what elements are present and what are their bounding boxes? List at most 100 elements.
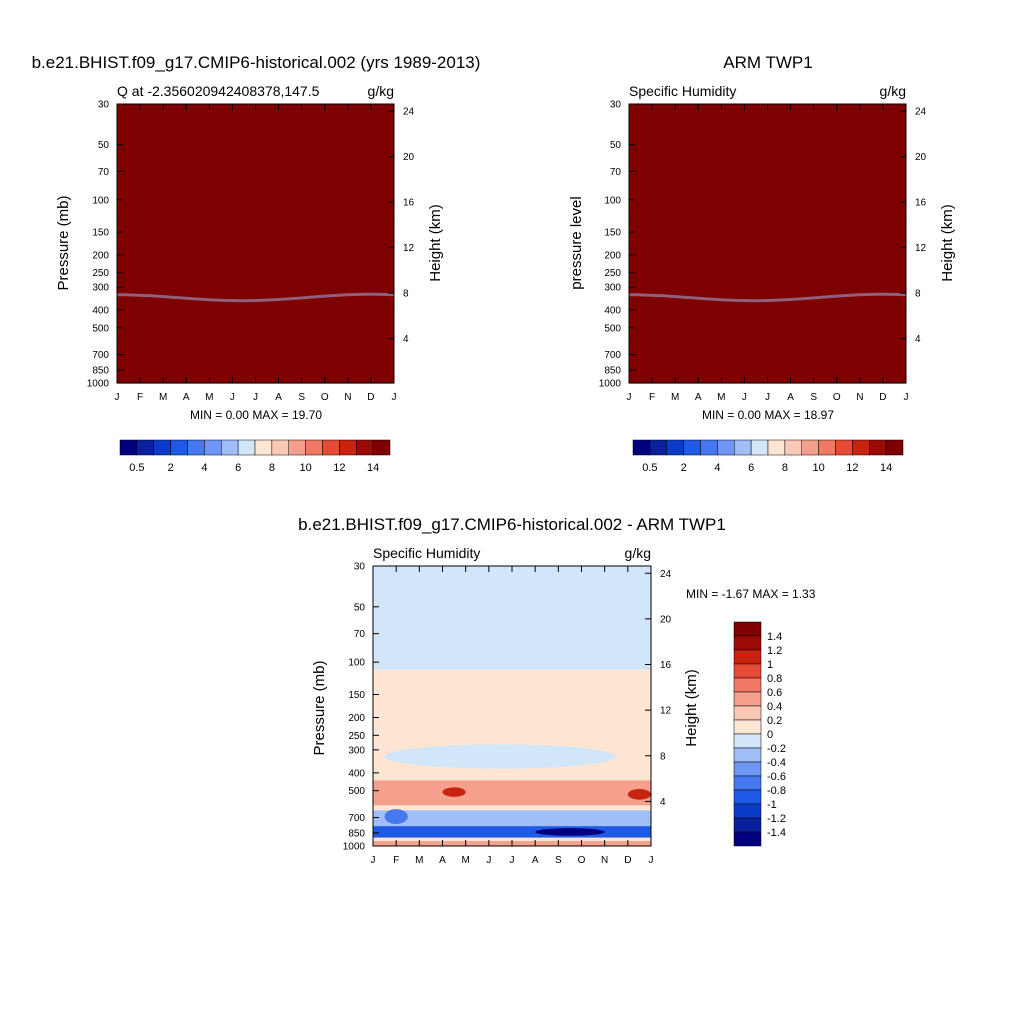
panel-diff-month-label: A [439, 855, 446, 866]
panel-obs-month-label: F [649, 392, 655, 403]
panel-obs-contour-band [629, 172, 906, 175]
panel-model-contour-band [117, 200, 394, 203]
panel-obs-contour-band [629, 187, 906, 190]
panel-model-pressure-label: 50 [98, 140, 110, 151]
panel-model-contour-band [117, 248, 394, 251]
panel-model-contour-band [117, 317, 394, 319]
panel-model-pressure-label: 400 [92, 306, 109, 317]
panel-obs-contour-band [629, 239, 906, 242]
panel-model-pressure-label: 300 [92, 283, 109, 294]
panel-obs-contour-band [629, 375, 906, 378]
panel-model-colorbar-box [221, 439, 239, 456]
panel-obs-contour-band [629, 287, 906, 290]
panel-obs-contour-band [629, 144, 906, 147]
panel-model-contour-band [117, 120, 394, 123]
panel-model-height-label: 12 [403, 243, 415, 254]
panel-diff-colorbar-label: -0.2 [767, 743, 786, 755]
panel-model-contour-band [117, 282, 394, 285]
panel-model-contour-band [117, 351, 394, 354]
panel-obs-contour-band [629, 230, 906, 233]
panel-model-contour-band [117, 185, 394, 188]
panel-obs-contour-band [629, 111, 906, 114]
panel-model-contour-band [117, 169, 394, 172]
panel-obs-contour-band [629, 358, 906, 361]
panel-model-contour-band [117, 202, 394, 205]
panel-obs-colorbar-box [885, 439, 904, 456]
panel-obs-contour-band [629, 270, 906, 272]
panel-model-contour-band [117, 289, 394, 292]
panel-obs-contour-band [629, 253, 906, 256]
panel-obs-contour-band [629, 301, 906, 304]
panel-obs-contour-band [629, 356, 906, 359]
panel-model-contour-band [117, 332, 394, 335]
panel-model-contour-band [117, 136, 394, 139]
panel-obs-contour-band [629, 153, 906, 156]
panel-model-contour-band [117, 328, 394, 331]
panel-obs-contour-band [629, 315, 906, 318]
panel-model-contour-band [117, 112, 394, 115]
panel-obs-contour-band [629, 367, 906, 370]
panel-obs-contour-band [629, 185, 906, 188]
panel-diff-colorbar-label: -0.8 [767, 785, 786, 797]
panel-model-contour-band [117, 139, 394, 142]
panel-diff-contour-region [373, 780, 651, 806]
panel-model-contour-band [117, 291, 394, 294]
panel-diff-ylabel-right: Height (km) [683, 669, 700, 747]
panel-model-contour-band [117, 353, 394, 356]
panel-model-colorbar-box [170, 439, 188, 456]
panel-diff-month-label: F [393, 855, 399, 866]
panel-model-contour-band [117, 235, 394, 238]
panel-model-contour-band [117, 287, 394, 290]
panel-model-height-label: 4 [403, 334, 409, 345]
panel-obs-contour-band [629, 365, 906, 368]
panel-model-contour-band [117, 374, 394, 376]
panel-obs-contour-band [629, 215, 906, 218]
panel-model-height-label: 20 [403, 152, 415, 163]
panel-obs-contour-band [629, 338, 906, 341]
panel-model-contour-band [117, 251, 394, 253]
panel-model-contour-band [117, 339, 394, 342]
panel-obs-contour-band [629, 244, 906, 247]
panel-model-contour-band [117, 150, 394, 153]
panel-diff-height-label: 12 [660, 706, 672, 717]
panel-obs-contour-band [629, 109, 906, 111]
panel-model-contour-band [117, 301, 394, 304]
panel-diff-colorbar-label: 0.4 [767, 701, 782, 713]
panel-model-contour-band [117, 270, 394, 272]
panel-model-contour-band [117, 171, 394, 174]
panel-diff-colorbar-box [733, 691, 762, 707]
panel-model-contour-band [117, 346, 394, 349]
panel-obs-contour-band [629, 267, 906, 270]
panel-diff-month-label: J [649, 855, 654, 866]
panel-obs-contour-band [629, 186, 906, 189]
panel-obs-contour-band [629, 254, 906, 257]
panel-obs-contour-band [629, 268, 906, 271]
panel-model-contour-band [117, 350, 394, 352]
panel-model-contour-band [117, 158, 394, 161]
panel-obs-contour-band [629, 219, 906, 222]
panel-obs-contour-band [629, 145, 906, 148]
panel-model-contour-band [117, 318, 394, 321]
panel-model-pressure-label: 100 [92, 195, 109, 206]
panel-obs-contour-band [629, 209, 906, 212]
panel-model-pressure-label: 1000 [87, 379, 110, 390]
panel-obs-contour-band [629, 150, 906, 153]
panel-obs-height-label: 24 [915, 107, 927, 118]
panel-obs-contour-band [629, 119, 906, 122]
panel-model-contour-band [117, 304, 394, 307]
panel-model-colorbar-box [305, 439, 323, 456]
panel-model-contour-band [117, 343, 394, 346]
panel-obs-contour-band [629, 134, 906, 137]
panel-obs-contour-band [629, 237, 906, 240]
panel-model-colorbar-box [322, 439, 340, 456]
panel-obs-contour-band [629, 247, 906, 250]
panel-model-height-label: 16 [403, 198, 415, 209]
panel-obs-contour-band [629, 178, 906, 181]
panel-model-contour-band [117, 342, 394, 345]
panel-obs-contour-band [629, 216, 906, 219]
panel-model-contour-band [117, 355, 394, 357]
panel-obs-contour-band [629, 261, 906, 264]
panel-model-contour-band [117, 138, 394, 141]
panel-diff-contour-region [442, 787, 466, 797]
panel-obs-contour-band [629, 329, 906, 332]
